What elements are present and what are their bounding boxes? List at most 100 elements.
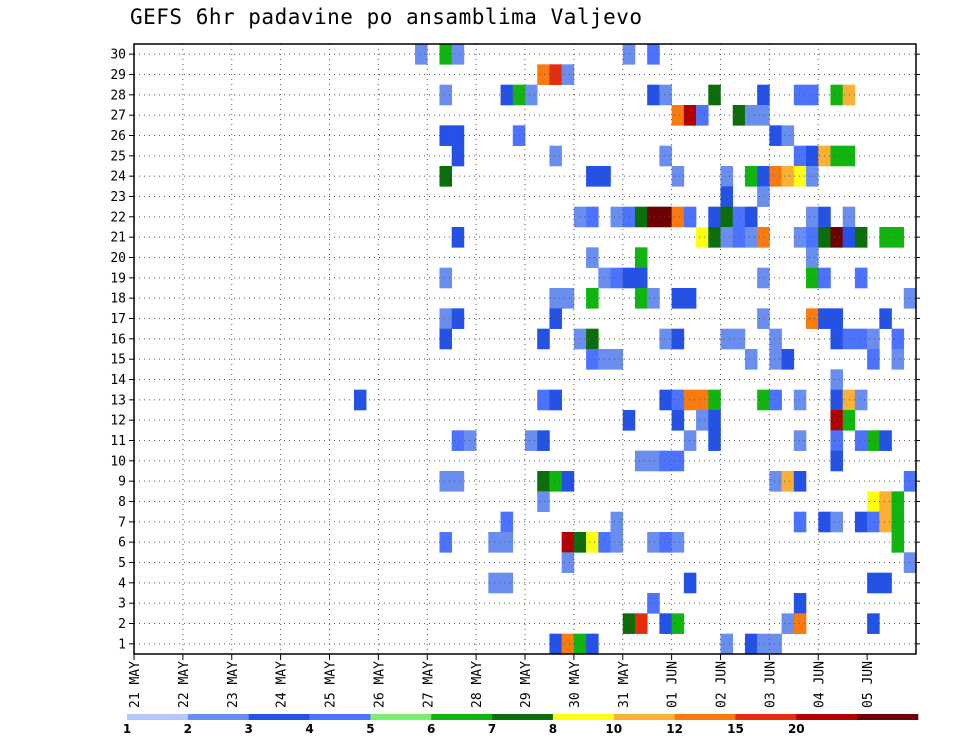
heatmap-cell <box>671 410 685 431</box>
heatmap-cell <box>537 471 550 492</box>
heatmap-cell <box>659 84 672 106</box>
heatmap-cell <box>842 145 856 167</box>
heatmap-cell <box>610 511 624 533</box>
y-tick-label: 20 <box>110 251 126 266</box>
y-tick-label: 16 <box>110 332 126 347</box>
heatmap-cell <box>683 288 697 309</box>
heatmap-cell <box>867 511 880 533</box>
heatmap-cell <box>744 633 758 655</box>
legend-label: 2 <box>184 722 192 736</box>
heatmap-cell <box>573 328 587 350</box>
legend-swatch <box>674 714 736 720</box>
heatmap-cell <box>867 349 880 370</box>
heatmap-cell <box>549 288 562 309</box>
heatmap-cell <box>573 532 587 553</box>
heatmap-cell <box>769 633 782 655</box>
x-tick-label: 01 JUN <box>666 661 681 708</box>
heatmap-cell <box>647 532 660 553</box>
heatmap-cell <box>525 430 538 451</box>
heatmap-cell <box>732 105 746 126</box>
color-legend: 1 2 3 4 5 6 7 8 10 12 15 20 <box>123 714 919 736</box>
heatmap-cell <box>720 633 734 655</box>
heatmap-cell <box>463 430 477 451</box>
heatmap-cell <box>549 633 562 655</box>
heatmap-cell <box>451 430 465 451</box>
heatmap-cell <box>659 613 672 634</box>
legend-swatch <box>187 714 249 720</box>
heatmap-cell <box>757 633 770 655</box>
heatmap-cell <box>793 593 807 614</box>
heatmap-cell <box>757 389 770 411</box>
heatmap-cell <box>903 552 917 573</box>
x-tick-label: 24 MAY <box>275 661 290 708</box>
heatmap-cell <box>439 471 452 492</box>
heatmap-cell <box>671 105 685 126</box>
x-tick-label: 28 MAY <box>470 661 485 708</box>
y-tick-label: 24 <box>110 170 126 185</box>
heatmap-cell <box>744 105 758 126</box>
heatmap-cell <box>793 511 807 533</box>
heatmap-cell <box>806 308 819 329</box>
heatmap-cell <box>634 288 648 309</box>
heatmap-cell <box>781 349 795 370</box>
heatmap-cell <box>634 247 648 268</box>
heatmap-cell <box>830 84 843 106</box>
y-tick-label: 26 <box>110 129 126 144</box>
y-tick-label: 29 <box>110 68 126 83</box>
heatmap-cell <box>634 206 648 228</box>
x-tick-label: 27 MAY <box>421 661 436 708</box>
heatmap-cell <box>659 145 672 167</box>
x-tick-label: 22 MAY <box>177 661 192 708</box>
heatmap-cell <box>842 410 856 431</box>
y-tick-label: 8 <box>118 495 126 510</box>
heatmap-cell <box>671 206 685 228</box>
heatmap-cell <box>659 328 672 350</box>
heatmap-cell <box>793 227 807 248</box>
heatmap-cell <box>842 206 856 228</box>
heatmap-cell <box>451 227 465 248</box>
heatmap-cell <box>696 227 709 248</box>
heatmap-cell <box>683 430 697 451</box>
heatmap-cells <box>353 44 917 655</box>
heatmap-cell <box>757 227 770 248</box>
heatmap-cell <box>806 145 819 167</box>
heatmap-cell <box>500 511 514 533</box>
heatmap-cell <box>586 349 599 370</box>
heatmap-cell <box>830 145 843 167</box>
heatmap-cell <box>671 166 685 187</box>
heatmap-cell <box>793 145 807 167</box>
heatmap-cell <box>353 389 367 411</box>
y-tick-label: 13 <box>110 393 126 408</box>
heatmap-cell <box>683 105 697 126</box>
heatmap-cell <box>854 389 868 411</box>
y-tick-label: 21 <box>110 231 126 246</box>
heatmap-cell <box>671 328 685 350</box>
heatmap-cell <box>830 308 843 329</box>
heatmap-cell <box>525 84 538 106</box>
heatmap-cell <box>537 328 550 350</box>
heatmap-cell <box>561 471 575 492</box>
x-tick-label: 30 MAY <box>568 661 583 708</box>
y-tick-label: 17 <box>110 312 126 327</box>
legend-label: 15 <box>727 722 744 736</box>
heatmap-cell <box>879 572 892 594</box>
heatmap-cell <box>867 572 880 594</box>
heatmap-cell <box>586 206 599 228</box>
heatmap-cell <box>867 613 880 634</box>
heatmap-cell <box>793 84 807 106</box>
heatmap-cell <box>744 227 758 248</box>
legend-label: 10 <box>605 722 622 736</box>
x-tick-label: 31 MAY <box>617 661 632 708</box>
heatmap-cell <box>806 166 819 187</box>
y-tick-label: 30 <box>110 48 126 63</box>
heatmap-cell <box>610 349 624 370</box>
x-tick-label: 29 MAY <box>519 661 534 708</box>
heatmap-cell <box>891 227 905 248</box>
heatmap-cell <box>793 613 807 634</box>
heatmap-cell <box>757 186 770 207</box>
y-tick-label: 3 <box>118 597 126 612</box>
heatmap-cell <box>879 511 892 533</box>
heatmap-cell <box>573 633 587 655</box>
heatmap-cell <box>610 532 624 553</box>
x-tick-label: 02 JUN <box>715 661 730 708</box>
